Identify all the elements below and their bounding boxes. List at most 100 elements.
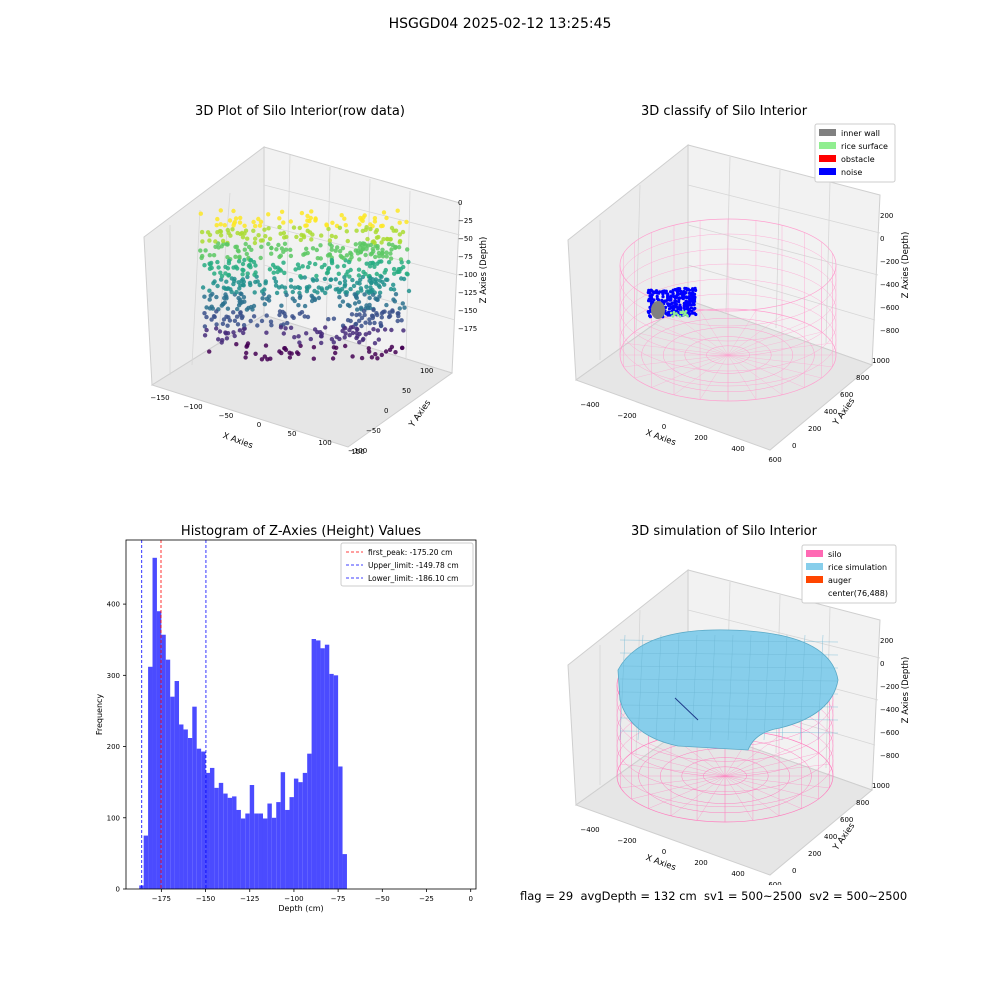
noise-point <box>666 302 670 306</box>
scatter-point <box>388 251 393 256</box>
scatter-point <box>258 255 263 261</box>
scatter-point <box>363 320 368 325</box>
scatter-point <box>290 314 295 319</box>
z-axis-label: Z Axies (Depth) <box>901 657 910 724</box>
histogram-bar <box>205 772 210 889</box>
scatter-point <box>252 290 257 295</box>
legend-frame <box>814 123 896 183</box>
scatter-point <box>310 295 315 300</box>
scatter-point <box>326 267 331 272</box>
y-axis-label: Frequency <box>95 694 104 736</box>
z-tick-label: −75 <box>458 253 473 261</box>
scatter-point <box>368 288 374 294</box>
scatter-point <box>237 286 242 291</box>
scatter-point <box>288 325 294 330</box>
scatter-point <box>333 277 338 282</box>
scatter-point <box>384 302 389 308</box>
x-tick-label: 400 <box>731 445 744 453</box>
scatter-point <box>222 295 227 301</box>
scatter-point <box>218 222 223 227</box>
scatter-point <box>348 267 353 273</box>
x-tick-label: −125 <box>240 895 259 903</box>
noise-point <box>682 301 686 305</box>
scatter-point <box>316 285 321 290</box>
scatter-point <box>287 355 293 360</box>
y-tick-label: 400 <box>824 408 837 416</box>
noise-point <box>685 307 689 311</box>
scatter-point <box>241 326 247 331</box>
scatter-point <box>354 326 359 331</box>
scatter-point <box>367 349 372 354</box>
scatter-point <box>284 234 289 240</box>
x-tick-label: 600 <box>768 881 781 885</box>
scatter-point <box>240 277 246 282</box>
scatter-point <box>305 218 310 223</box>
scatter-point <box>342 284 347 289</box>
noise-point <box>691 288 695 292</box>
scatter-point <box>264 296 270 301</box>
scatter-point <box>382 327 388 332</box>
scatter-point <box>363 271 368 277</box>
noise-point <box>672 304 676 308</box>
scatter-point <box>393 292 399 297</box>
scatter-point <box>364 284 369 289</box>
scatter-point <box>364 246 369 251</box>
scatter-point <box>277 254 282 260</box>
noise-point <box>678 287 682 291</box>
scatter-point <box>391 297 396 302</box>
y-tick-label: 0 <box>792 442 796 450</box>
cylinder-spoke <box>727 310 757 356</box>
scatter-point <box>246 263 252 268</box>
scatter-point <box>374 271 379 277</box>
scatter-point <box>383 277 389 282</box>
scatter-point <box>311 356 316 361</box>
rice-surface-point <box>675 312 678 315</box>
scatter-point <box>217 228 223 234</box>
noise-point <box>687 308 692 312</box>
scatter-point <box>397 232 402 237</box>
scatter-point <box>264 330 269 335</box>
mesh-line <box>619 717 839 721</box>
noise-point <box>666 296 670 300</box>
scatter-point <box>219 273 225 279</box>
scatter-point <box>305 250 310 256</box>
scatter-point <box>372 219 378 224</box>
scatter-point <box>378 321 383 326</box>
scatter-point <box>207 288 212 293</box>
histogram-bar <box>174 681 180 889</box>
y-tick-label: 100 <box>420 367 433 375</box>
histogram-bar <box>271 817 277 889</box>
rice-surface-point <box>681 311 684 315</box>
scatter-point <box>360 274 366 280</box>
scatter-point <box>380 254 386 259</box>
scatter-point <box>297 311 302 316</box>
scatter-point <box>285 320 290 326</box>
scatter-point <box>291 225 297 230</box>
scatter-point <box>391 282 396 287</box>
scatter-point <box>367 317 372 322</box>
scatter-point <box>362 312 367 318</box>
legend-swatch <box>819 168 836 175</box>
axes-box <box>143 146 461 448</box>
scatter-point <box>279 209 285 214</box>
scatter-point <box>225 331 231 336</box>
x-axis-label: X Axies <box>644 428 677 448</box>
scatter-point <box>207 238 212 243</box>
scatter-point <box>248 258 254 263</box>
scatter-point <box>209 317 214 322</box>
scatter-point <box>375 356 380 361</box>
scatter-point <box>363 252 368 258</box>
z-tick-label: −150 <box>458 307 477 315</box>
scatter-point <box>221 317 227 322</box>
mesh-line <box>799 634 806 741</box>
rice-surface-point <box>678 315 682 318</box>
mesh-line <box>763 634 770 741</box>
scatter-point <box>348 286 353 292</box>
scatter-point <box>373 352 378 357</box>
cylinder-spoke <box>727 322 805 356</box>
scatter-point <box>337 295 342 300</box>
histogram-bar <box>209 767 215 889</box>
x-tick-label: 600 <box>768 456 781 464</box>
scatter-point <box>362 292 367 297</box>
cylinder-spoke <box>670 775 726 816</box>
